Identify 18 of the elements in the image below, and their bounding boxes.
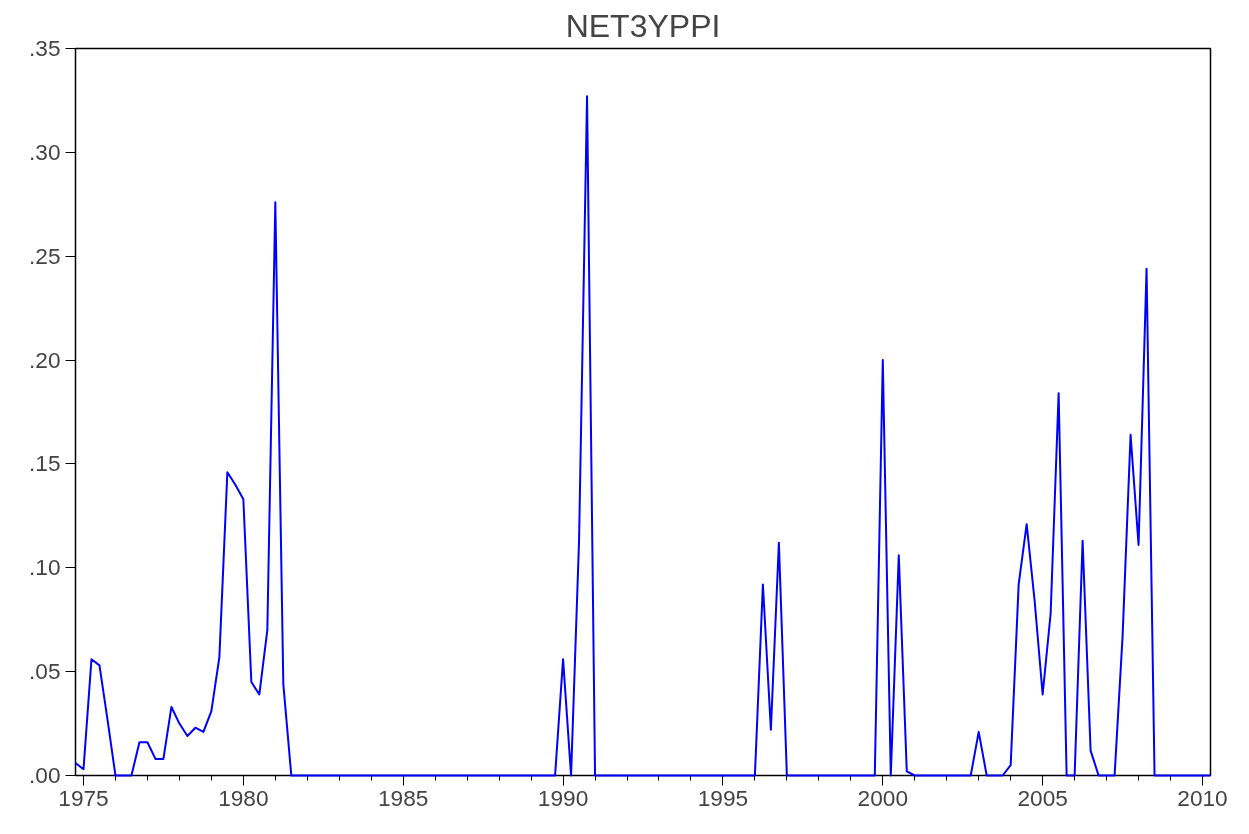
chart-title: NET3YPPI (565, 7, 721, 44)
y-tick-label: .05 (29, 658, 61, 685)
x-tick-label: 1975 (58, 784, 109, 811)
x-tick-label: 1985 (378, 784, 429, 811)
y-tick-label: .10 (29, 554, 61, 581)
x-tick-label: 2005 (1017, 784, 1068, 811)
y-tick-label: .30 (29, 138, 61, 165)
y-tick-label: .20 (29, 346, 61, 373)
x-tick-label: 2000 (857, 784, 908, 811)
x-tick-label: 1990 (537, 784, 589, 811)
y-tick-label: .25 (29, 242, 61, 269)
line-series (74, 95, 1212, 777)
y-tick-label: .00 (29, 762, 61, 788)
x-tick-label: 1980 (218, 784, 269, 811)
x-tick-label: 2010 (1177, 784, 1228, 811)
y-tick-label: .15 (29, 450, 61, 477)
y-tick-label: .35 (29, 35, 61, 61)
x-tick-label: 1995 (697, 784, 749, 811)
